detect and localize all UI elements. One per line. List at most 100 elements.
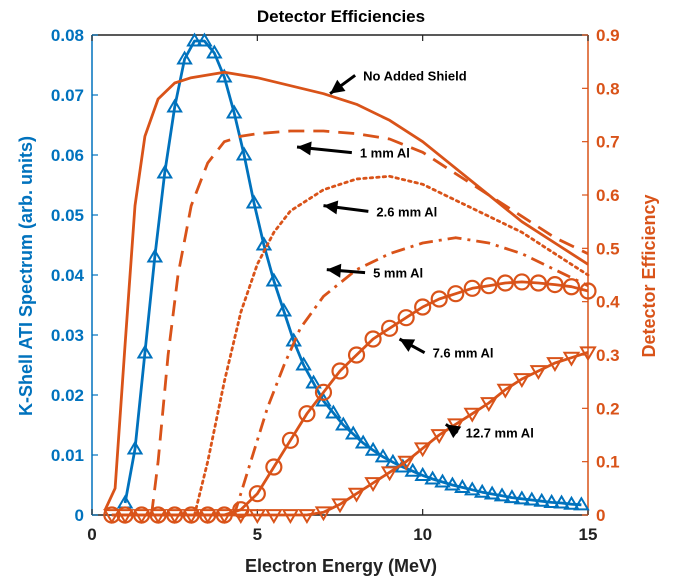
series-0-triangle-marker <box>364 441 382 456</box>
plot-area: 0 5 10 1500.010.020.030.040.050.060.070.080… <box>51 26 620 544</box>
series-0-triangle-marker <box>563 495 580 510</box>
series-5-circle-marker <box>480 277 498 295</box>
series-6-triangle-down-marker <box>347 487 366 503</box>
series-5-circle-marker <box>414 298 432 316</box>
right-y-tick-label: 0.4 <box>596 293 620 312</box>
series-0-triangle-marker <box>166 98 183 113</box>
series-6-triangle-down-marker <box>397 455 415 471</box>
series-5-circle-marker <box>562 278 581 296</box>
series-5-circle-marker <box>546 276 564 294</box>
x-tick-label: 15 <box>579 525 598 544</box>
annotation-arrow-head <box>323 200 339 215</box>
right-y-tick-label: 0.8 <box>596 79 620 98</box>
left-y-axis-label: K-Shell ATI Spectrum (arb. units) <box>16 136 36 416</box>
x-tick-label: 5 <box>253 525 262 544</box>
series-5-circle-marker <box>347 346 366 364</box>
series-0-triangle-marker <box>523 491 541 506</box>
annotation-label: 12.7 mm Al <box>466 426 534 441</box>
series-6-triangle-down-marker <box>103 509 121 524</box>
series-0-triangle-marker <box>225 104 243 119</box>
series-0-triangle-marker <box>553 494 570 509</box>
left-y-tick-label: 0.04 <box>51 266 85 285</box>
series-0-triangle-marker <box>414 466 431 481</box>
series-6-triangle-down-marker <box>331 498 349 514</box>
x-axis-label: Electron Energy (MeV) <box>245 556 437 576</box>
series-5-circle-marker <box>265 458 283 476</box>
series-0-triangle-marker <box>136 344 154 359</box>
series-6-triangle-down-marker <box>480 397 498 412</box>
series-6-triangle-down-marker <box>198 509 217 524</box>
series-0-triangle-marker <box>464 481 481 496</box>
series-0-triangle-marker <box>325 404 342 419</box>
left-y-tick-label: 0.03 <box>51 326 84 345</box>
series-6-triangle-down-marker <box>248 509 267 524</box>
left-y-tick-label: 0.07 <box>51 86 84 105</box>
series-0-triangle-marker <box>543 493 560 508</box>
series-0-triangle-marker <box>533 492 550 507</box>
series-6-triangle-down-marker <box>529 365 548 380</box>
series-6-triangle-down-marker <box>430 429 448 444</box>
annotation-arrow-head <box>399 339 416 352</box>
series-6-triangle-down-marker <box>165 509 184 524</box>
annotation-label: 1 mm Al <box>360 146 410 161</box>
series-6-triangle-down-marker <box>513 373 531 388</box>
right-y-tick-label: 0.6 <box>596 186 620 205</box>
series-3-line <box>193 174 590 517</box>
series-0-triangle-marker <box>186 32 203 47</box>
right-y-tick-label: 0.5 <box>596 239 620 258</box>
left-y-tick-label: 0.08 <box>51 26 84 45</box>
right-y-axis-label: Detector Efficiency <box>639 194 659 357</box>
series-0-triangle-marker <box>434 473 451 488</box>
annotation-label: 2.6 mm Al <box>376 204 437 219</box>
series-6-triangle-down-marker <box>314 506 333 522</box>
series-0-triangle-marker <box>235 146 253 161</box>
series-6-triangle-down-marker <box>281 509 300 524</box>
series-0-triangle-marker <box>483 485 501 500</box>
series-5-circle-marker <box>463 279 481 297</box>
series-5-line <box>111 280 589 517</box>
left-y-tick-label: 0 <box>75 506 84 525</box>
series-6-triangle-down-marker <box>215 509 234 524</box>
series-6-triangle-down-marker <box>232 509 250 524</box>
series-6-triangle-down-marker <box>265 509 283 524</box>
series-6-triangle-down-marker <box>116 509 134 524</box>
series-6-triangle-down-marker <box>380 466 399 482</box>
series-5-circle-marker <box>364 330 382 348</box>
series-0-triangle-marker <box>404 462 421 477</box>
series-0-triangle-marker <box>513 490 531 505</box>
series-5-circle-marker <box>447 285 465 303</box>
series-0-triangle-marker <box>344 425 362 440</box>
left-y-tick-label: 0.05 <box>51 206 84 225</box>
annotation-arrow-head <box>445 424 462 439</box>
annotation-label: No Added Shield <box>363 68 467 83</box>
series-0-triangle-marker <box>374 448 392 463</box>
annotation-arrow-head <box>326 263 342 278</box>
series-0-triangle-marker <box>176 50 193 65</box>
series-0-triangle-marker <box>573 496 590 511</box>
x-tick-label: 10 <box>413 525 432 544</box>
x-tick-label: 0 <box>87 525 96 544</box>
series-0-triangle-marker <box>493 487 511 502</box>
series-0-triangle-marker <box>424 470 441 485</box>
series-0-triangle-marker <box>305 374 322 389</box>
series-5-circle-marker <box>281 431 299 449</box>
series-6-triangle-down-marker <box>132 509 151 524</box>
left-y-tick-label: 0.02 <box>51 386 84 405</box>
series-6-triangle-down-marker <box>496 383 515 399</box>
series-0-triangle-marker <box>126 440 144 455</box>
series-5-circle-marker <box>529 274 548 292</box>
series-0-triangle-marker <box>245 194 263 209</box>
right-y-tick-label: 0.2 <box>596 399 620 418</box>
series-5-circle-marker <box>298 405 316 423</box>
series-0-triangle-marker <box>196 32 213 47</box>
series-5-circle-marker <box>248 485 266 503</box>
annotation-arrow-head <box>330 79 346 94</box>
series-6-triangle-down-marker <box>562 351 581 367</box>
series-0-triangle-marker <box>503 489 521 504</box>
series-5-circle-marker <box>314 383 333 401</box>
series-0-triangle-marker <box>454 478 471 493</box>
series-0-triangle-marker <box>265 272 283 287</box>
series-4-line <box>232 236 589 516</box>
series-6-triangle-down-marker <box>579 346 597 362</box>
series-0-triangle-marker <box>156 164 173 179</box>
